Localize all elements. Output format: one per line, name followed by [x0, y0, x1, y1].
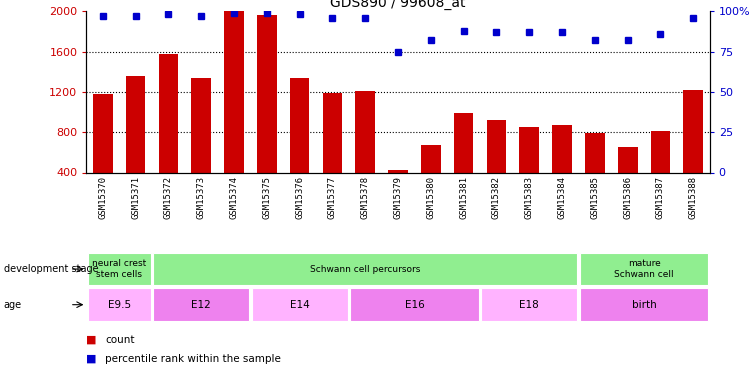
- Text: GSM15374: GSM15374: [230, 177, 239, 219]
- Bar: [355, 91, 375, 172]
- Bar: [580, 253, 708, 285]
- Text: E16: E16: [405, 300, 424, 310]
- Bar: [153, 253, 578, 285]
- Text: neural crest
stem cells: neural crest stem cells: [92, 260, 146, 279]
- Bar: [88, 288, 151, 321]
- Bar: [487, 120, 506, 172]
- Text: GSM15375: GSM15375: [262, 177, 271, 219]
- Bar: [683, 90, 703, 172]
- Text: GSM15381: GSM15381: [459, 177, 468, 219]
- Bar: [585, 133, 605, 172]
- Text: E18: E18: [520, 300, 539, 310]
- Text: GSM15371: GSM15371: [131, 177, 140, 219]
- Text: GSM15387: GSM15387: [656, 177, 665, 219]
- Text: GSM15386: GSM15386: [623, 177, 632, 219]
- Text: GSM15379: GSM15379: [394, 177, 403, 219]
- Bar: [252, 288, 348, 321]
- Bar: [580, 288, 708, 321]
- Bar: [650, 131, 671, 172]
- Bar: [88, 253, 151, 285]
- Text: count: count: [105, 334, 134, 345]
- Text: GSM15378: GSM15378: [360, 177, 369, 219]
- Bar: [323, 93, 342, 172]
- Bar: [153, 288, 249, 321]
- Text: GSM15373: GSM15373: [197, 177, 206, 219]
- Text: GSM15384: GSM15384: [557, 177, 566, 219]
- Bar: [192, 78, 211, 172]
- Text: GSM15380: GSM15380: [427, 177, 436, 219]
- Text: GSM15376: GSM15376: [295, 177, 304, 219]
- Text: percentile rank within the sample: percentile rank within the sample: [105, 354, 281, 364]
- Text: GSM15383: GSM15383: [525, 177, 534, 219]
- Text: birth: birth: [632, 300, 656, 310]
- Bar: [290, 78, 309, 172]
- Text: E14: E14: [290, 300, 309, 310]
- Text: mature
Schwann cell: mature Schwann cell: [614, 260, 674, 279]
- Bar: [618, 147, 638, 172]
- Bar: [125, 76, 146, 172]
- Text: E9.5: E9.5: [107, 300, 131, 310]
- Title: GDS890 / 99608_at: GDS890 / 99608_at: [330, 0, 466, 10]
- Text: GSM15370: GSM15370: [98, 177, 107, 219]
- Bar: [224, 11, 244, 173]
- Text: age: age: [4, 300, 22, 310]
- Text: ■: ■: [86, 334, 97, 345]
- Text: GSM15372: GSM15372: [164, 177, 173, 219]
- Text: GSM15382: GSM15382: [492, 177, 501, 219]
- Bar: [552, 125, 572, 172]
- Bar: [454, 113, 473, 172]
- Text: GSM15377: GSM15377: [328, 177, 337, 219]
- Text: Schwann cell percursors: Schwann cell percursors: [310, 265, 421, 274]
- Text: GSM15385: GSM15385: [590, 177, 599, 219]
- Bar: [481, 288, 578, 321]
- Bar: [520, 127, 539, 172]
- Bar: [421, 145, 441, 172]
- Bar: [388, 170, 408, 172]
- Text: ■: ■: [86, 354, 97, 364]
- Text: development stage: development stage: [4, 264, 98, 274]
- Text: GSM15388: GSM15388: [689, 177, 698, 219]
- Bar: [158, 54, 178, 173]
- Bar: [350, 288, 478, 321]
- Bar: [257, 15, 276, 173]
- Text: E12: E12: [192, 300, 211, 310]
- Bar: [93, 94, 113, 172]
